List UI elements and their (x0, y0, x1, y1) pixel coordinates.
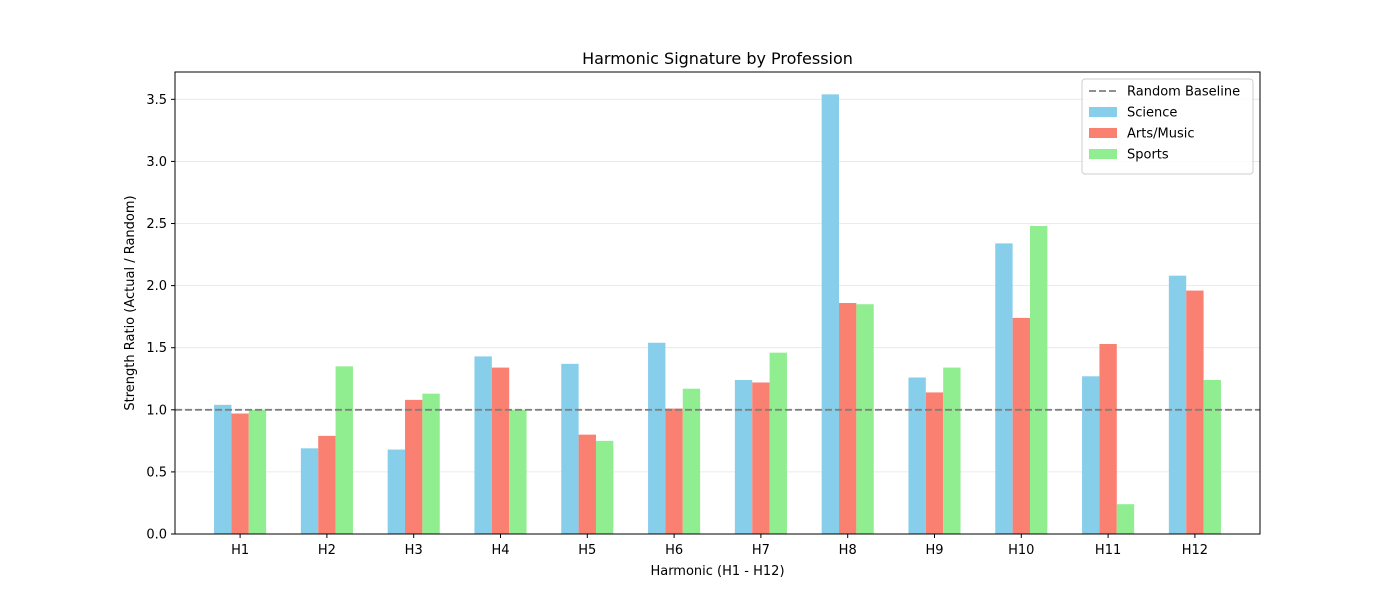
y-axis-label: Strength Ratio (Actual / Random) (123, 195, 138, 410)
bar (856, 304, 874, 534)
x-tick-label: H3 (405, 543, 423, 558)
x-tick-label: H6 (665, 543, 683, 558)
legend-label: Science (1127, 106, 1177, 121)
bar (1186, 290, 1204, 534)
bar (318, 435, 336, 534)
series-arts-music (231, 290, 1204, 534)
bar (839, 303, 857, 534)
y-tick-label: 1.5 (146, 341, 167, 356)
bar (405, 399, 423, 534)
bar (214, 404, 232, 534)
bar (1029, 226, 1048, 534)
bar (908, 377, 926, 534)
x-tick-label: H2 (318, 543, 336, 558)
legend-label: Arts/Music (1127, 127, 1194, 142)
bar (248, 409, 267, 534)
bar (665, 408, 683, 534)
legend-swatch (1089, 107, 1117, 117)
bar (491, 367, 510, 534)
bar (769, 352, 787, 534)
bar (387, 449, 406, 534)
legend-label: Sports (1127, 148, 1169, 163)
bar (648, 342, 666, 534)
bar (300, 448, 319, 534)
y-tick-label: 0.5 (146, 465, 167, 480)
bar (943, 367, 961, 534)
bar (335, 366, 353, 534)
x-tick-label: H5 (578, 543, 596, 558)
bar (734, 380, 753, 534)
legend-box (1081, 78, 1254, 175)
bar (752, 382, 770, 534)
bar (1203, 380, 1221, 534)
bar (821, 94, 840, 535)
bar (231, 413, 249, 534)
y-tick-label: 2.0 (146, 279, 167, 294)
bar (578, 434, 596, 534)
plot-area-frame (174, 71, 1261, 535)
bar (561, 363, 579, 534)
series-science (214, 94, 1187, 535)
chart-title: Harmonic Signature by Profession (582, 49, 853, 68)
x-tick-label: H7 (752, 543, 770, 558)
y-tick-label: 3.0 (146, 155, 167, 170)
bar (1082, 376, 1100, 534)
bar (474, 356, 492, 534)
bar (1099, 343, 1117, 534)
y-tick-label: 2.5 (146, 217, 167, 232)
x-tick-label: H9 (925, 543, 943, 558)
bar (682, 388, 701, 534)
x-tick-label: H4 (491, 543, 509, 558)
y-tick-label: 0.0 (146, 528, 167, 543)
x-tick-label: H12 (1182, 543, 1208, 558)
bar (422, 393, 440, 534)
axes: 0.0 0.5 1.0 1.5 2.0 2.5 3.0 3.5 H1 H2 H3 H4 H5 H6 H7 H8… (146, 93, 1208, 558)
y-tick-label: 3.5 (146, 93, 167, 108)
bar (595, 440, 614, 534)
bar (509, 409, 527, 534)
x-axis-label: Harmonic (H1 - H12) (650, 564, 784, 579)
bar (995, 243, 1013, 535)
legend: Random Baseline Science Arts/Music Sports (1081, 78, 1254, 175)
bar (1168, 275, 1187, 534)
bar (1116, 504, 1135, 534)
x-tick-label: H8 (839, 543, 857, 558)
x-tick-label: H10 (1008, 543, 1034, 558)
x-tick-label: H1 (231, 543, 249, 558)
bar (1012, 317, 1030, 534)
legend-swatch (1089, 128, 1117, 138)
y-tick-label: 1.0 (146, 403, 167, 418)
bars (214, 94, 1221, 535)
legend-swatch (1089, 149, 1117, 159)
x-tick-label: H11 (1095, 543, 1121, 558)
legend-label: Random Baseline (1127, 85, 1240, 100)
bar (925, 392, 944, 534)
